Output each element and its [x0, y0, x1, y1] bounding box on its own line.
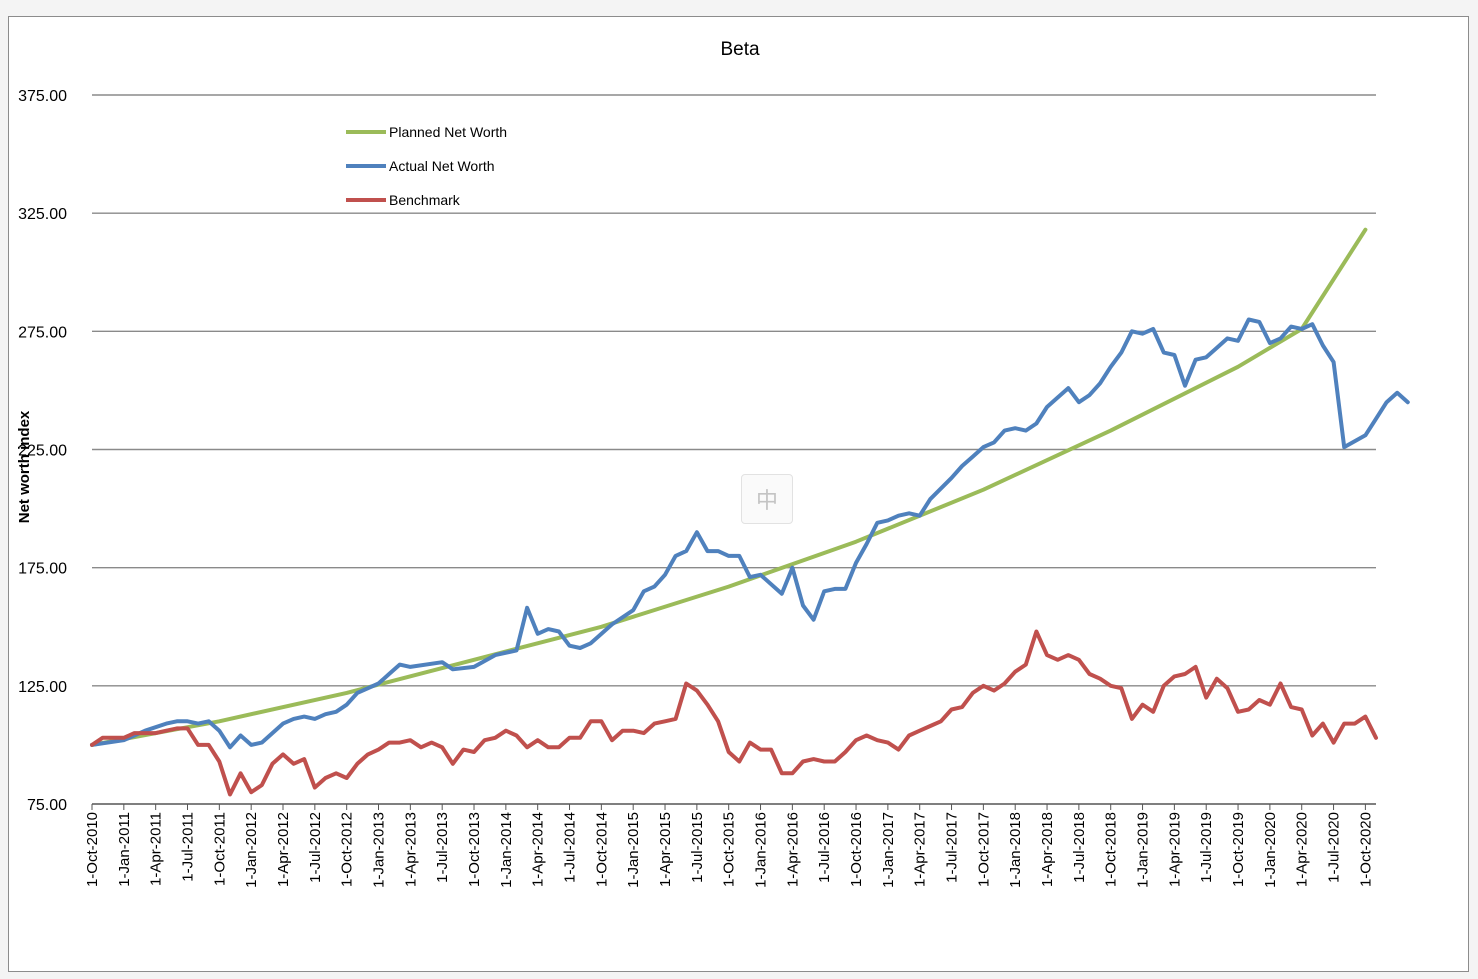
- y-tick-label: 75.00: [27, 797, 67, 814]
- x-tick-label: 1-Oct-2014: [593, 812, 610, 887]
- x-tick-label: 1-Apr-2011: [148, 812, 165, 886]
- y-tick-label: 325.00: [18, 206, 67, 223]
- series-line-planned-net-worth: [90, 227, 1368, 747]
- x-tick-label: 1-Jul-2013: [434, 812, 451, 883]
- legend-label: Planned Net Worth: [389, 124, 507, 140]
- x-tick-label: 1-Jul-2018: [1071, 812, 1088, 883]
- gridlines: [92, 94, 1376, 687]
- x-tick-label: 1-Apr-2015: [657, 812, 674, 887]
- x-tick-label: 1-Jul-2015: [689, 812, 706, 883]
- legend: Planned Net Worth Actual Net Worth Benchma…: [346, 124, 507, 208]
- x-tick-label: 1-Jan-2012: [243, 812, 260, 888]
- x-tick-label: 1-Oct-2016: [848, 812, 865, 887]
- x-tick-label: 1-Jan-2014: [498, 812, 515, 888]
- x-tick-label: 1-Oct-2011: [211, 812, 228, 886]
- series-lines: [90, 227, 1410, 797]
- line-chart: Beta 75.00 125.00 175.00 225.00 275.00 325.00…: [16, 39, 1410, 888]
- x-tick-label: 1-Jan-2017: [880, 812, 897, 888]
- x-tick-label: 1-Oct-2013: [466, 812, 483, 887]
- x-tick-label: 1-Apr-2020: [1294, 812, 1311, 887]
- y-tick-label: 375.00: [18, 88, 67, 105]
- x-tick-label: 1-Jul-2016: [816, 812, 833, 883]
- x-tick-label: 1-Apr-2012: [275, 812, 292, 887]
- x-tick-label: 1-Jul-2011: [180, 812, 197, 882]
- x-tick-label: 1-Oct-2012: [339, 812, 356, 887]
- y-tick-label: 225.00: [18, 443, 67, 460]
- x-tick-label: 1-Jul-2020: [1326, 812, 1343, 883]
- x-tick-label: 1-Jul-2012: [307, 812, 324, 883]
- series-line-benchmark: [90, 629, 1378, 797]
- x-tick-label: 1-Jul-2019: [1198, 812, 1215, 883]
- y-axis-label: Net worth index: [16, 410, 33, 523]
- chart-frame: Beta 75.00 125.00 175.00 225.00 275.00 325.00…: [8, 16, 1469, 972]
- x-tick-label: 1-Jul-2017: [944, 812, 961, 883]
- x-tick-label: 1-Jan-2011: [116, 812, 133, 887]
- x-tick-label: 1-Apr-2013: [402, 812, 419, 887]
- x-axis: 1-Oct-2010 1-Jan-2011 1-Apr-2011 1-Jul-2011…: [84, 803, 1376, 888]
- x-tick-label: 1-Apr-2014: [530, 812, 547, 887]
- y-tick-label: 175.00: [18, 561, 67, 578]
- x-tick-label: 1-Oct-2020: [1357, 812, 1374, 887]
- watermark-icon: 中: [741, 474, 793, 524]
- x-tick-label: 1-Jan-2019: [1135, 812, 1152, 888]
- x-tick-label: 1-Oct-2019: [1230, 812, 1247, 887]
- legend-label: Benchmark: [389, 192, 461, 208]
- x-tick-label: 1-Apr-2018: [1039, 812, 1056, 887]
- x-tick-label: 1-Jan-2018: [1007, 812, 1024, 888]
- y-tick-label: 125.00: [18, 679, 67, 696]
- x-tick-label: 1-Apr-2019: [1166, 812, 1183, 887]
- x-tick-label: 1-Jan-2015: [625, 812, 642, 888]
- y-axis-tick-labels: 75.00 125.00 175.00 225.00 275.00 325.00 375.0…: [18, 88, 67, 814]
- x-tick-label: 1-Jan-2013: [371, 812, 388, 888]
- x-tick-label: 1-Oct-2015: [721, 812, 738, 887]
- y-tick-label: 275.00: [18, 324, 67, 341]
- legend-label: Actual Net Worth: [389, 158, 495, 174]
- x-tick-label: 1-Jan-2016: [753, 812, 770, 888]
- x-tick-label: 1-Apr-2017: [912, 812, 929, 887]
- x-tick-label: 1-Apr-2016: [784, 812, 801, 887]
- series-line-actual-net-worth: [90, 317, 1410, 750]
- x-tick-label: 1-Oct-2017: [975, 812, 992, 887]
- x-tick-label: 1-Jul-2014: [562, 812, 579, 883]
- x-tick-label: 1-Oct-2010: [84, 812, 101, 887]
- chart-title: Beta: [720, 39, 760, 60]
- x-tick-label: 1-Jan-2020: [1262, 812, 1279, 888]
- x-tick-label: 1-Oct-2018: [1103, 812, 1120, 887]
